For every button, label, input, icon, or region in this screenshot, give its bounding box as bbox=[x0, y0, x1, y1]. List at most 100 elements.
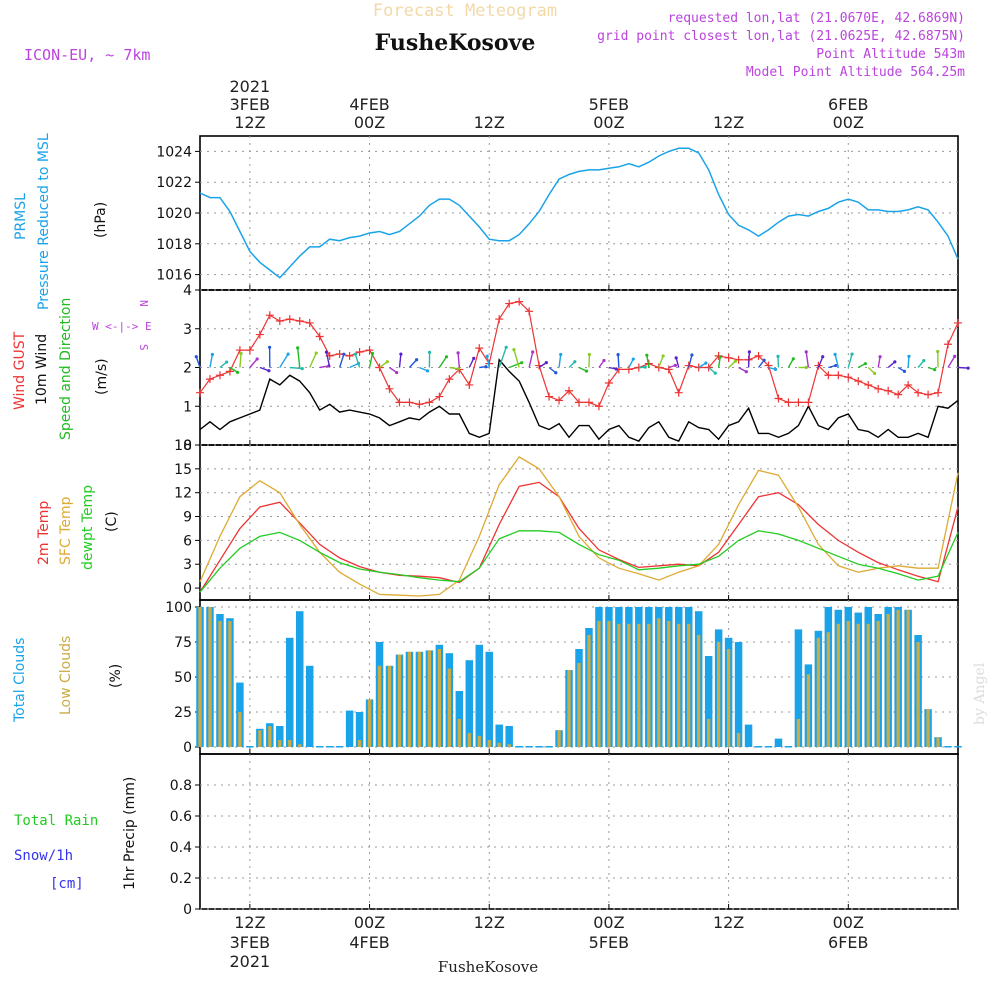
wind-arrow-head bbox=[239, 351, 243, 356]
wind-arrow bbox=[508, 362, 522, 369]
wind-arrow-head bbox=[425, 369, 430, 373]
bottom-year-label: 2021 bbox=[230, 952, 271, 971]
precip-ytick-label: 0.2 bbox=[170, 871, 192, 887]
total-cloud-bar bbox=[744, 724, 753, 747]
gust-marker bbox=[196, 388, 204, 397]
wind-arrow-head bbox=[791, 357, 795, 361]
wind-arrow bbox=[646, 355, 650, 368]
wind-arrow bbox=[817, 356, 824, 368]
top-date-label: 3FEB bbox=[230, 95, 270, 114]
low-cloud-bar bbox=[497, 742, 501, 747]
wind-arrow bbox=[877, 356, 881, 368]
wind-arrow-head bbox=[235, 370, 240, 374]
low-cloud-bar bbox=[846, 621, 850, 747]
wind-arrow bbox=[408, 359, 418, 368]
gust-marker bbox=[774, 394, 783, 403]
gust-marker bbox=[465, 380, 474, 389]
wind-arrow bbox=[717, 356, 721, 368]
wind-arrow-head bbox=[907, 354, 911, 358]
clouds-ytick-label: 100 bbox=[165, 600, 192, 616]
gust-marker bbox=[904, 380, 913, 389]
wind-arrow-head bbox=[704, 361, 708, 365]
gust-marker bbox=[355, 348, 364, 356]
total-cloud-bar bbox=[286, 637, 294, 747]
low-cloud-bar bbox=[607, 621, 611, 747]
bottom-hour-label: 12Z bbox=[474, 913, 505, 932]
wind-arrow-head bbox=[872, 371, 877, 375]
wind-arrow-head bbox=[833, 352, 837, 356]
low-cloud-bar bbox=[437, 649, 442, 747]
wind-arrow bbox=[354, 353, 361, 368]
credit: by Angel bbox=[972, 662, 988, 725]
total-cloud-bar bbox=[276, 726, 284, 747]
wind-arrow bbox=[805, 351, 810, 368]
pressure-ytick-label: 1022 bbox=[156, 175, 192, 191]
low-cloud-bar bbox=[507, 744, 511, 747]
low-cloud-bar bbox=[238, 712, 242, 747]
wind-arrow bbox=[688, 354, 693, 368]
wind-arrow-head bbox=[531, 350, 535, 354]
low-cloud-bar bbox=[557, 730, 561, 747]
gust-marker bbox=[604, 379, 613, 387]
wind-arrow-head bbox=[353, 352, 357, 356]
low-cloud-bar bbox=[487, 740, 491, 747]
wind-arrow-head bbox=[559, 352, 563, 357]
low-cloud-bar bbox=[397, 654, 402, 747]
bottom-hour-label: 00Z bbox=[593, 913, 624, 932]
wind-arrow-head bbox=[484, 365, 488, 369]
gust-marker bbox=[245, 346, 254, 355]
wind-arrow-head bbox=[573, 360, 577, 364]
gust-marker bbox=[894, 390, 903, 399]
wind-arrow-head bbox=[414, 358, 419, 362]
hpa-label: (hPa) bbox=[93, 202, 109, 238]
total-cloud-bar bbox=[525, 746, 533, 748]
wind-arrow-head bbox=[733, 359, 738, 363]
gust-label: Wind GUST bbox=[12, 331, 28, 410]
location-title: FusheKosove bbox=[375, 30, 536, 56]
bottom-hour-label: 12Z bbox=[713, 913, 744, 932]
low-cloud-bar bbox=[906, 609, 910, 747]
total-rain-label: Total Rain bbox=[14, 813, 98, 829]
gust-marker bbox=[315, 332, 324, 341]
wind-arrow-head bbox=[342, 352, 346, 356]
wind-arrow-head bbox=[747, 350, 751, 354]
dewpt-label: dewpt Temp bbox=[80, 485, 96, 570]
bottom-hour-label: 00Z bbox=[833, 913, 864, 932]
bottom-date-label: 4FEB bbox=[349, 933, 389, 952]
wind-arrow-head bbox=[631, 357, 635, 361]
total-cloud-bar bbox=[754, 746, 763, 748]
clouds-ytick-label: 25 bbox=[174, 705, 192, 721]
top-hour-label: 12Z bbox=[234, 113, 265, 132]
wind10-line bbox=[199, 358, 959, 442]
wind-arrow-head bbox=[674, 356, 678, 360]
wind-arrow bbox=[209, 354, 214, 368]
gust-marker bbox=[445, 375, 454, 384]
wind-arrow-head bbox=[834, 363, 838, 368]
wind-ytick-label: 0 bbox=[183, 438, 192, 454]
total-cloud-bar bbox=[515, 746, 523, 748]
temperature-ytick-label: 15 bbox=[174, 462, 192, 478]
gust-marker bbox=[924, 390, 933, 399]
model-label: ICON-EU, ~ 7km bbox=[24, 46, 150, 64]
clouds-ytick-label: 50 bbox=[174, 670, 192, 686]
gust-marker bbox=[575, 398, 583, 407]
precip-panel: 0 0.2 0.4 0.6 0.8 bbox=[170, 753, 959, 918]
total-cloud-bar bbox=[325, 746, 334, 748]
wind-arrow-head bbox=[194, 355, 198, 359]
pressure-ytick-label: 1018 bbox=[156, 237, 192, 253]
temperature-ytick-label: 18 bbox=[174, 438, 192, 454]
wind-arrow-head bbox=[324, 350, 329, 354]
precip-frame bbox=[199, 753, 959, 910]
low-cloud-bar bbox=[357, 740, 362, 747]
gust-marker bbox=[545, 392, 554, 401]
gust-marker bbox=[335, 349, 344, 358]
gust-line bbox=[199, 300, 959, 408]
wind-ytick-label: 3 bbox=[183, 322, 192, 338]
pressure-line bbox=[199, 147, 959, 279]
low-cloud-bar bbox=[457, 719, 461, 747]
precip-axis-label: 1hr Precip (mm) bbox=[122, 777, 138, 890]
low-cloud-bar bbox=[467, 733, 471, 747]
wind-arrow bbox=[498, 347, 507, 368]
low-cloud-bar bbox=[577, 663, 581, 747]
